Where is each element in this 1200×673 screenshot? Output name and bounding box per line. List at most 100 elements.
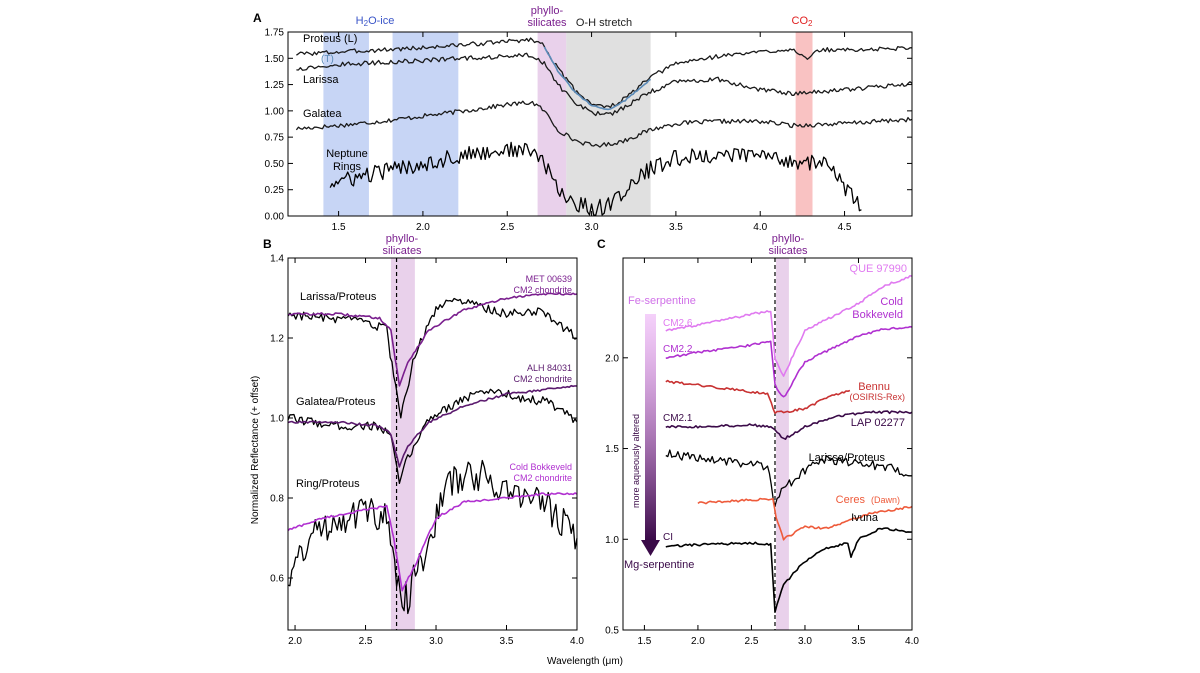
label-neptune: Neptune	[326, 148, 368, 160]
series-b-ring-proteus	[287, 459, 578, 615]
ytick-label-b-2: 1.0	[270, 414, 284, 425]
label-larissa-proteus-b: Larissa/Proteus	[300, 291, 377, 303]
ytick-label-b-3: 1.2	[270, 334, 284, 345]
label-cm21: CM2.1	[663, 413, 693, 424]
xtick-label-c-1: 2.0	[691, 636, 705, 647]
band-label-phyllosilicates-b-2: silicates	[382, 245, 422, 257]
ytick-label-b-1: 0.8	[270, 494, 284, 505]
label-mg-serpentine: Mg-serpentine	[624, 559, 694, 571]
panel-b-ticks: 2.0 2.5 3.0 3.5 4.0 0.6 0.8 1.0 1.2 1.4	[270, 254, 584, 648]
series-c-lap-02277	[665, 410, 913, 441]
band-label-phyllosilicates-b-1: phyllo-	[386, 233, 419, 245]
xtick-label-a-4: 3.5	[669, 222, 683, 233]
label-cm22: CM2.2	[663, 344, 693, 355]
label-ceres: Ceres	[836, 494, 866, 506]
label-galatea: Galatea	[303, 108, 342, 120]
band-c-0	[776, 258, 789, 630]
xtick-label-b-1: 2.5	[359, 636, 373, 647]
ytick-label-a-2: 0.50	[265, 159, 285, 170]
ytick-label-a-7: 1.75	[265, 28, 285, 39]
ytick-label-a-0: 0.00	[265, 212, 285, 223]
series-a-t	[543, 46, 652, 111]
ytick-label-c-3: 2.0	[605, 353, 619, 364]
label-ci: CI	[663, 532, 673, 543]
band-a-3	[566, 32, 651, 216]
series-b-met-00639-cm2-chondrite	[288, 292, 578, 387]
xtick-label-b-3: 3.5	[500, 636, 514, 647]
label-larissa: Larissa	[303, 74, 339, 86]
panel-c-bands	[774, 258, 789, 630]
x-axis-title: Wavelength (μm)	[547, 656, 623, 667]
label-met-00639: MET 00639	[526, 274, 572, 284]
panel-b-bands	[390, 258, 415, 630]
series-c-ceres-dawn	[697, 497, 913, 541]
series-a-larissa	[296, 52, 913, 117]
band-label-phyllosilicates-a-2: silicates	[527, 17, 567, 29]
label-met-cm2: CM2 chondrite	[513, 285, 572, 295]
ytick-label-c-2: 1.5	[605, 444, 619, 455]
xtick-label-a-2: 2.5	[500, 222, 514, 233]
panel-c: 1.5 2.0 2.5 3.0 3.5 4.0 0.5 1.0 1.5 2.0 phyllo- s…	[605, 233, 919, 647]
band-a-2	[537, 32, 567, 216]
ytick-label-b-0: 0.6	[270, 574, 284, 585]
xtick-label-c-4: 3.5	[852, 636, 866, 647]
panel-b-series	[287, 292, 578, 615]
label-galatea-proteus: Galatea/Proteus	[296, 396, 376, 408]
panel-b: 2.0 2.5 3.0 3.5 4.0 0.6 0.8 1.0 1.2 1.4 phyllo- s…	[270, 233, 584, 647]
panel-letter-c: C	[597, 237, 606, 251]
series-a-proteus-l	[296, 37, 912, 109]
label-alh-cm2: CM2 chondrite	[513, 374, 572, 384]
series-c-larissa-proteus	[665, 449, 912, 507]
label-ring-proteus: Ring/Proteus	[296, 478, 360, 490]
panel-a-frame	[287, 31, 913, 217]
label-fe-serpentine: Fe-serpentine	[628, 295, 696, 307]
series-a-galatea	[295, 100, 913, 148]
panel-a-series	[295, 37, 913, 216]
ytick-label-a-6: 1.50	[265, 54, 285, 65]
panel-letter-a: A	[253, 11, 262, 25]
panel-c-series	[665, 274, 913, 614]
panel-a: 1.5 2.0 2.5 3.0 3.5 4.0 4.5 0.00 0.25 0.50 0.75 1.0…	[265, 5, 913, 233]
label-cm26: CM2.6	[663, 318, 693, 329]
alteration-arrow-shaft	[645, 314, 656, 540]
xtick-label-c-3: 3.0	[798, 636, 812, 647]
series-c-cold-bokkeveld	[665, 325, 913, 398]
xtick-label-b-0: 2.0	[288, 636, 302, 647]
band-a-1	[392, 32, 459, 216]
label-larissa-proteus-c: Larissa/Proteus	[809, 452, 886, 464]
label-proteus-t: (T)	[321, 54, 334, 65]
series-a-neptune-rings	[329, 141, 862, 216]
series-b-galatea-proteus	[287, 388, 578, 485]
band-label-phyllosilicates-c-2: silicates	[768, 245, 808, 257]
xtick-label-a-6: 4.5	[838, 222, 852, 233]
y-axis-title: Normalized Reflectance (+ offset)	[250, 376, 261, 525]
band-label-h2o-ice: H2O-ice	[356, 15, 395, 28]
label-cold: Cold	[880, 296, 903, 308]
xtick-label-b-4: 4.0	[570, 636, 584, 647]
label-osiris-rex: (OSIRIS-Rex)	[849, 392, 905, 402]
ytick-label-a-4: 1.00	[265, 106, 285, 117]
label-rings: Rings	[333, 161, 362, 173]
series-c-que-97990	[665, 274, 913, 377]
xtick-label-c-2: 2.5	[744, 636, 758, 647]
label-alh-84031: ALH 84031	[527, 363, 572, 373]
band-label-co2: CO2	[792, 15, 814, 28]
label-cold-bokkeveld-cm2: CM2 chondrite	[513, 473, 572, 483]
alteration-arrow-head	[641, 540, 660, 556]
series-c-bennu-osiris-rex	[665, 379, 851, 415]
label-lap-02277: LAP 02277	[851, 417, 905, 429]
label-cold-bokkeveld-b: Cold Bokkeveld	[509, 462, 572, 472]
series-b-cold-bokkeveld-cm2-chondrite	[287, 492, 578, 592]
ytick-label-b-4: 1.4	[270, 254, 284, 265]
xtick-label-a-5: 4.0	[753, 222, 767, 233]
panel-letter-b: B	[263, 237, 272, 251]
xtick-label-c-0: 1.5	[637, 636, 651, 647]
label-que-97990: QUE 97990	[850, 263, 907, 275]
band-a-4	[795, 32, 813, 216]
label-more-aqueously-altered: more aqueously altered	[631, 414, 641, 508]
label-proteus-l: Proteus (L)	[303, 33, 357, 45]
xtick-label-a-1: 2.0	[416, 222, 430, 233]
label-bokkeveld: Bokkeveld	[852, 309, 903, 321]
ytick-label-a-5: 1.25	[265, 80, 285, 91]
